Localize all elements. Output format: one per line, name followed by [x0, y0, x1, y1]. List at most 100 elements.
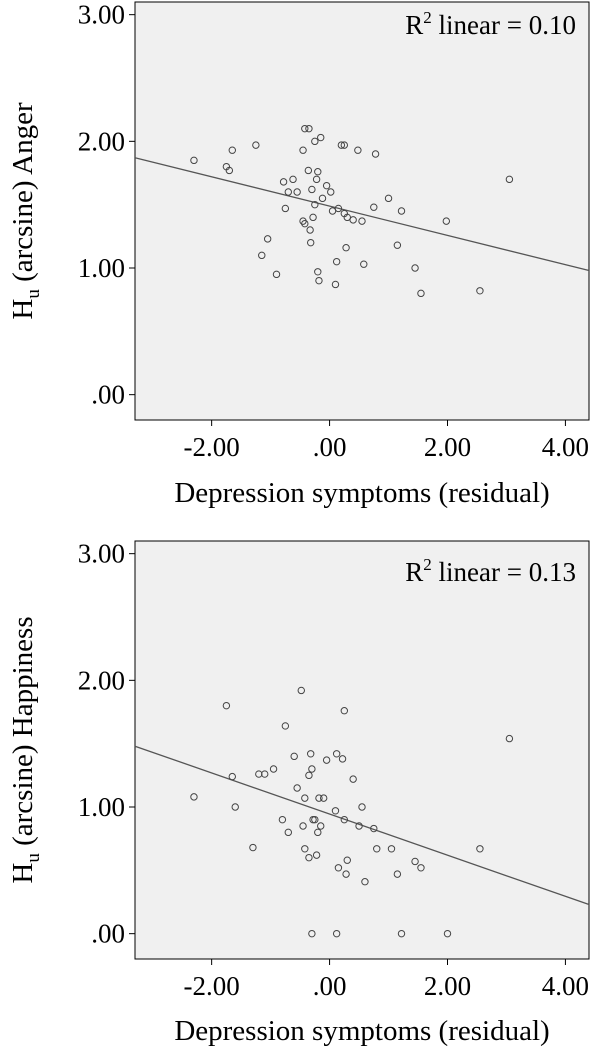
x-tick-label: -2.00 — [184, 432, 240, 462]
data-point — [308, 185, 316, 194]
data-point — [393, 241, 402, 249]
data-point — [371, 150, 380, 158]
x-axis-title: Depression symptoms (residual) — [174, 477, 549, 509]
data-point — [505, 734, 514, 743]
data-point — [505, 175, 514, 184]
data-point — [228, 772, 236, 781]
data-point — [281, 204, 290, 213]
y-axis-title: Hu (arcsine) Happiness — [7, 616, 44, 883]
data-point — [249, 843, 257, 852]
data-point — [255, 770, 263, 778]
data-point — [384, 194, 393, 203]
data-point — [311, 137, 319, 146]
data-point — [299, 822, 307, 830]
data-point — [370, 824, 378, 833]
x-tick-label: .00 — [313, 971, 347, 1001]
data-point — [252, 141, 260, 149]
data-point — [315, 794, 323, 802]
data-point — [284, 188, 292, 196]
data-point — [332, 257, 341, 266]
axes: .00 1.00 2.00 3.00 -2.00 .00 2.00 4.00 — [78, 0, 589, 462]
y-tick-label: 2.00 — [78, 665, 125, 695]
data-point — [309, 213, 317, 222]
data-point — [442, 217, 451, 225]
data-point — [305, 771, 313, 780]
data-point — [284, 828, 292, 837]
data-point — [358, 217, 366, 225]
plot-area — [134, 1, 590, 421]
axes: .00 1.00 2.00 3.00 -2.00 .00 2.00 4.00 — [78, 539, 589, 1001]
data-point — [387, 845, 396, 853]
data-point — [190, 156, 198, 165]
data-point — [331, 807, 340, 815]
data-point — [314, 268, 322, 276]
data-point — [476, 287, 484, 295]
data-point — [340, 707, 349, 715]
data-point — [342, 244, 350, 252]
data-point — [338, 755, 347, 763]
data-point — [373, 845, 381, 853]
data-point — [361, 878, 369, 886]
data-point — [312, 851, 321, 859]
x-tick-label: 4.00 — [542, 971, 589, 1001]
data-point — [311, 815, 319, 824]
data-point — [360, 260, 368, 268]
data-point — [322, 756, 331, 764]
x-axis-title: Depression symptoms (residual) — [174, 1015, 549, 1047]
scatter-panel-happiness: .00 1.00 2.00 3.00 -2.00 .00 2.00 4.00 R2 linea… — [7, 539, 590, 1047]
data-point — [308, 765, 316, 773]
data-point — [308, 929, 316, 938]
data-point — [318, 194, 327, 203]
data-point — [269, 765, 278, 773]
data-point — [443, 929, 452, 938]
scatter-panel-anger: .00 1.00 2.00 3.00 -2.00 .00 2.00 4.00 R2 linea… — [7, 0, 590, 509]
data-point — [261, 770, 269, 778]
x-tick-label: 2.00 — [424, 971, 471, 1001]
data-point — [278, 815, 287, 824]
data-point — [332, 929, 341, 938]
data-point — [331, 280, 340, 289]
y-tick-label: .00 — [91, 919, 125, 949]
data-point — [315, 276, 323, 285]
data-point — [355, 822, 363, 830]
data-point — [312, 175, 321, 184]
r2-annotation: R2 linear = 0.13 — [405, 555, 576, 587]
data-point — [306, 226, 314, 234]
y-tick-label: 2.00 — [78, 126, 125, 156]
y-axis-title: Hu (arcsine) Anger — [7, 102, 44, 320]
data-point — [314, 828, 322, 837]
data-point — [319, 794, 328, 802]
data-point — [358, 803, 366, 811]
y-tick-label: 1.00 — [78, 253, 125, 283]
x-tick-label: 2.00 — [424, 432, 471, 462]
data-point — [476, 845, 484, 853]
data-point — [272, 270, 281, 279]
data-point — [417, 289, 425, 298]
data-marks — [134, 686, 590, 938]
x-tick-label: 4.00 — [542, 432, 589, 462]
data-point — [397, 929, 406, 938]
data-point — [311, 200, 319, 209]
plot-area — [134, 540, 590, 960]
data-point — [322, 181, 331, 190]
data-point — [317, 822, 325, 830]
data-point — [279, 178, 288, 186]
y-tick-label: 1.00 — [78, 792, 125, 822]
y-tick-label: 3.00 — [78, 539, 125, 569]
data-point — [281, 722, 290, 730]
fit-line — [134, 157, 590, 272]
r2-annotation: R2 linear = 0.10 — [405, 8, 576, 40]
y-tick-label: 3.00 — [78, 0, 125, 30]
data-point — [190, 793, 198, 801]
data-point — [370, 203, 378, 211]
data-point — [301, 219, 309, 228]
data-point — [222, 701, 231, 710]
data-point — [411, 857, 419, 866]
x-tick-label: .00 — [313, 432, 347, 462]
data-point — [290, 752, 298, 761]
data-point — [225, 166, 234, 175]
data-point — [307, 238, 315, 247]
data-point — [289, 175, 297, 184]
data-point — [342, 870, 350, 878]
